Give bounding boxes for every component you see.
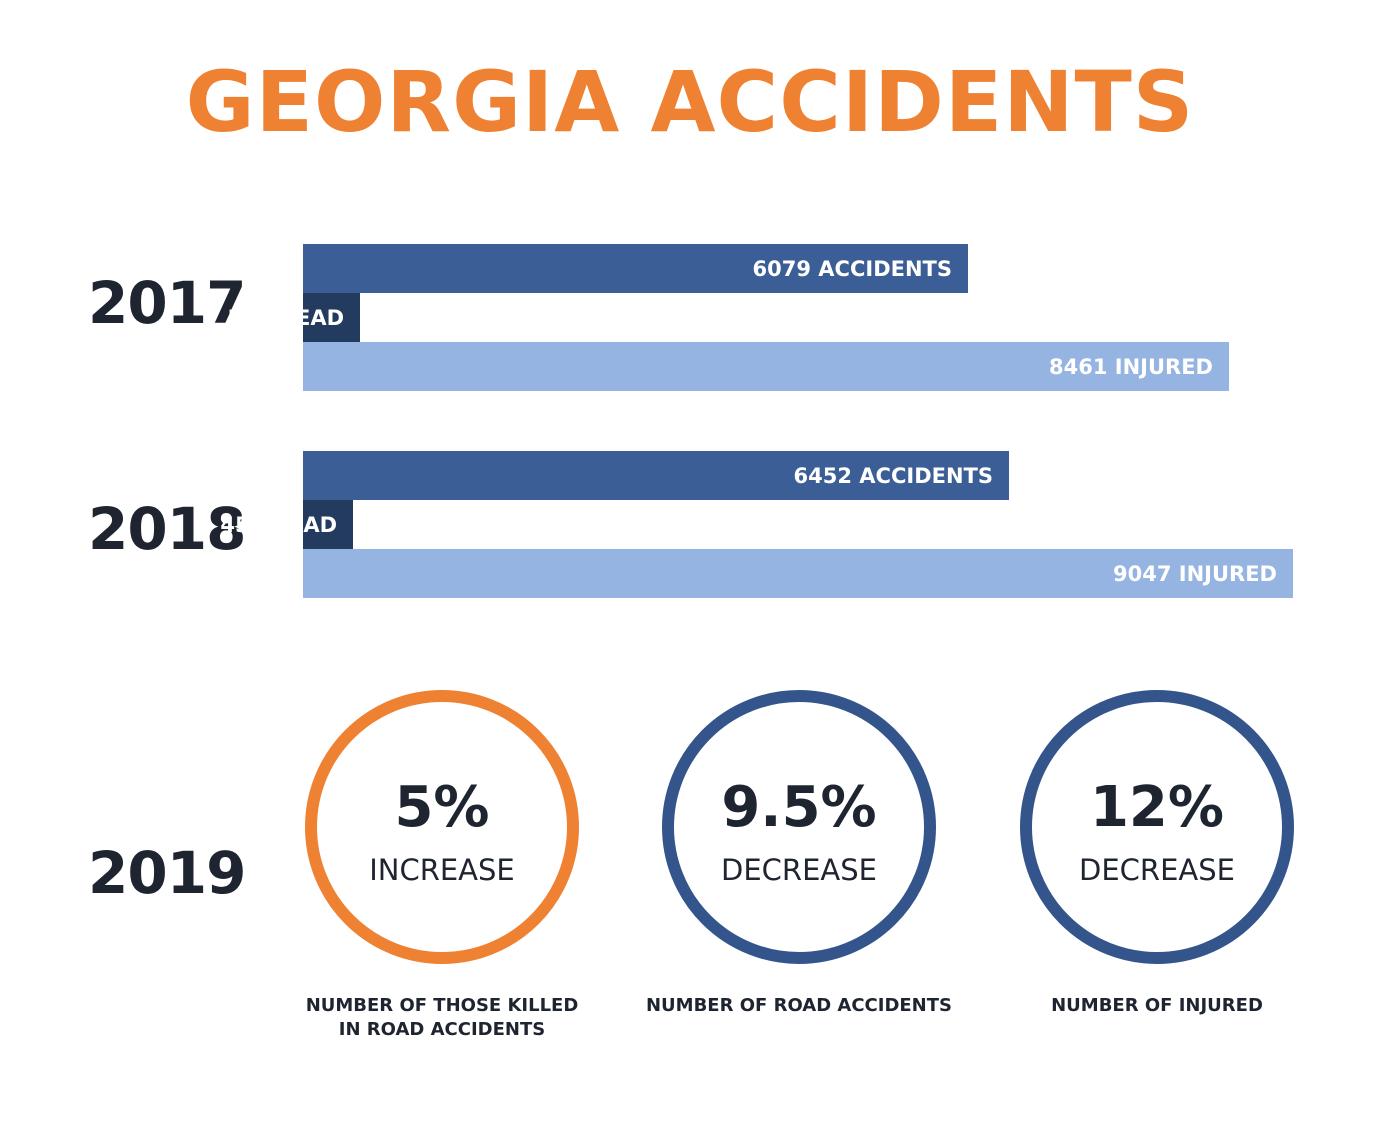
stat-caption-injured: NUMBER OF INJURED [987,994,1327,1018]
bar-2017-accidents: 6079 ACCIDENTS [303,244,968,293]
stat-caption-killed-line1: NUMBER OF THOSE KILLED [305,995,579,1016]
bar-2017-injured: 8461 INJURED [303,342,1229,391]
bar-2018-dead: 459 DEAD [220,500,353,549]
stat-ring-accidents: 9.5% DECREASE [662,690,936,964]
bar-2018-injured: 9047 INJURED [303,549,1293,598]
year-label-2017: 2017 [88,269,246,337]
bar-label-2017-dead: 517 DEAD [227,305,344,330]
stat-caption-accidents: NUMBER OF ROAD ACCIDENTS [629,994,969,1018]
stat-ring-injured: 12% DECREASE [1020,690,1294,964]
bar-label-2018-dead: 459 DEAD [220,512,337,537]
stat-percent-killed: 5% [394,775,490,840]
stat-caption-injured-line1: NUMBER OF INJURED [1051,995,1263,1016]
year-label-2019: 2019 [88,839,246,907]
stat-percent-accidents: 9.5% [721,775,877,840]
stat-caption-killed: NUMBER OF THOSE KILLED IN ROAD ACCIDENTS [272,994,612,1042]
stat-caption-killed-line2: IN ROAD ACCIDENTS [338,1019,546,1040]
bar-2017-dead: 517 DEAD [227,293,360,342]
bar-label-2017-injured: 8461 INJURED [1049,354,1213,379]
bar-label-2017-accidents: 6079 ACCIDENTS [752,256,952,281]
stat-ring-killed: 5% INCREASE [305,690,579,964]
page-title: GEORGIA ACCIDENTS [185,53,1195,151]
stat-change-accidents: DECREASE [721,853,877,887]
bar-label-2018-accidents: 6452 ACCIDENTS [793,463,993,488]
stat-change-killed: INCREASE [369,853,515,887]
bar-label-2018-injured: 9047 INJURED [1113,561,1277,586]
bar-2018-accidents: 6452 ACCIDENTS [303,451,1009,500]
stat-change-injured: DECREASE [1079,853,1235,887]
year-label-2018: 2018 [88,495,246,563]
stat-percent-injured: 12% [1089,775,1225,840]
stat-caption-accidents-line1: NUMBER OF ROAD ACCIDENTS [645,995,952,1016]
